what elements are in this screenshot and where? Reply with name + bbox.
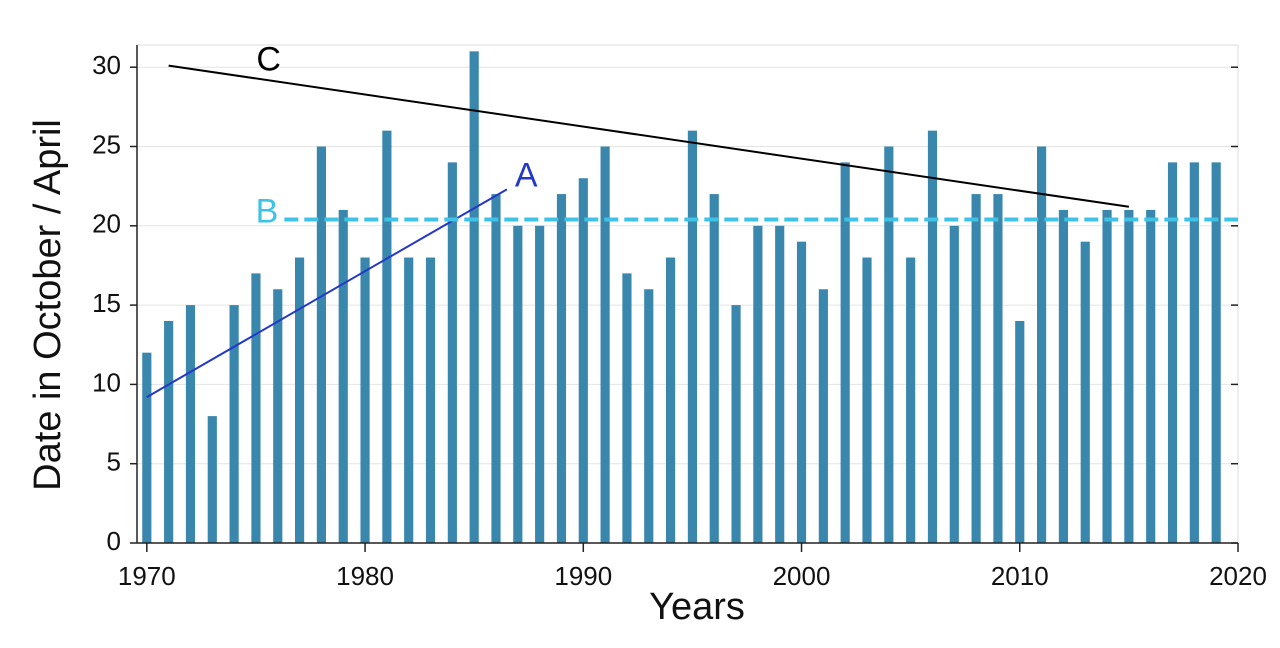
x-tick-label: 1990 (554, 561, 612, 591)
y-tick-label: 25 (92, 129, 121, 159)
bar (644, 289, 654, 543)
trend-line (146, 188, 508, 398)
bar (687, 130, 697, 543)
bar (360, 257, 370, 543)
bar (513, 225, 523, 543)
trend-label: C (256, 41, 281, 79)
bar (1015, 320, 1025, 543)
bar (862, 257, 872, 543)
bar (971, 194, 981, 543)
y-tick-label: 0 (107, 526, 121, 556)
y-tick-label: 10 (92, 367, 121, 397)
bar (906, 257, 916, 543)
bar (469, 51, 479, 544)
y-tick-label: 30 (92, 50, 121, 80)
trend-line (168, 64, 1130, 208)
bar (295, 257, 305, 543)
x-axis-label: Years (649, 586, 745, 628)
bar (818, 289, 828, 543)
y-tick-label: 5 (107, 447, 121, 477)
bar (273, 289, 283, 543)
bar (993, 194, 1003, 543)
bar (753, 225, 763, 543)
x-tick-label: 1970 (118, 561, 176, 591)
bar (556, 194, 567, 543)
y-axis-label: Date in October / April (27, 119, 69, 491)
bar (1124, 209, 1134, 543)
bar (382, 130, 392, 543)
bar (316, 146, 326, 544)
bar (1037, 146, 1047, 544)
y-tick-label: 20 (92, 209, 121, 239)
bar (622, 273, 632, 543)
bar (425, 257, 436, 543)
bar (949, 225, 959, 543)
bar (666, 257, 676, 543)
bar (927, 130, 938, 543)
bar (251, 273, 261, 543)
x-tick-label: 2020 (1209, 561, 1267, 591)
bar (1211, 162, 1221, 544)
x-tick-label: 1980 (336, 561, 394, 591)
bar (404, 257, 414, 543)
bar (775, 225, 785, 543)
bar (1146, 209, 1156, 543)
bar (600, 146, 610, 544)
bar (1080, 241, 1090, 543)
trend-label: A (515, 156, 538, 194)
bar (1058, 209, 1068, 543)
x-tick-label: 2000 (773, 561, 831, 591)
trend-label: B (256, 192, 279, 230)
bar (207, 416, 217, 543)
bar (447, 162, 457, 544)
bar (840, 162, 850, 544)
x-tick-label: 2010 (991, 561, 1049, 591)
bar (1189, 162, 1199, 544)
bar (185, 305, 196, 543)
bar (884, 146, 894, 544)
y-tick-label: 15 (92, 288, 121, 318)
bar (796, 241, 807, 543)
bar (709, 194, 719, 543)
bar (164, 320, 174, 543)
bar (229, 305, 239, 543)
bar (535, 225, 545, 543)
bar (142, 352, 152, 543)
bar (1167, 162, 1178, 544)
bar (578, 178, 588, 543)
bar (731, 305, 741, 543)
bar (491, 194, 501, 543)
bar (1102, 209, 1112, 543)
bar (338, 209, 348, 543)
